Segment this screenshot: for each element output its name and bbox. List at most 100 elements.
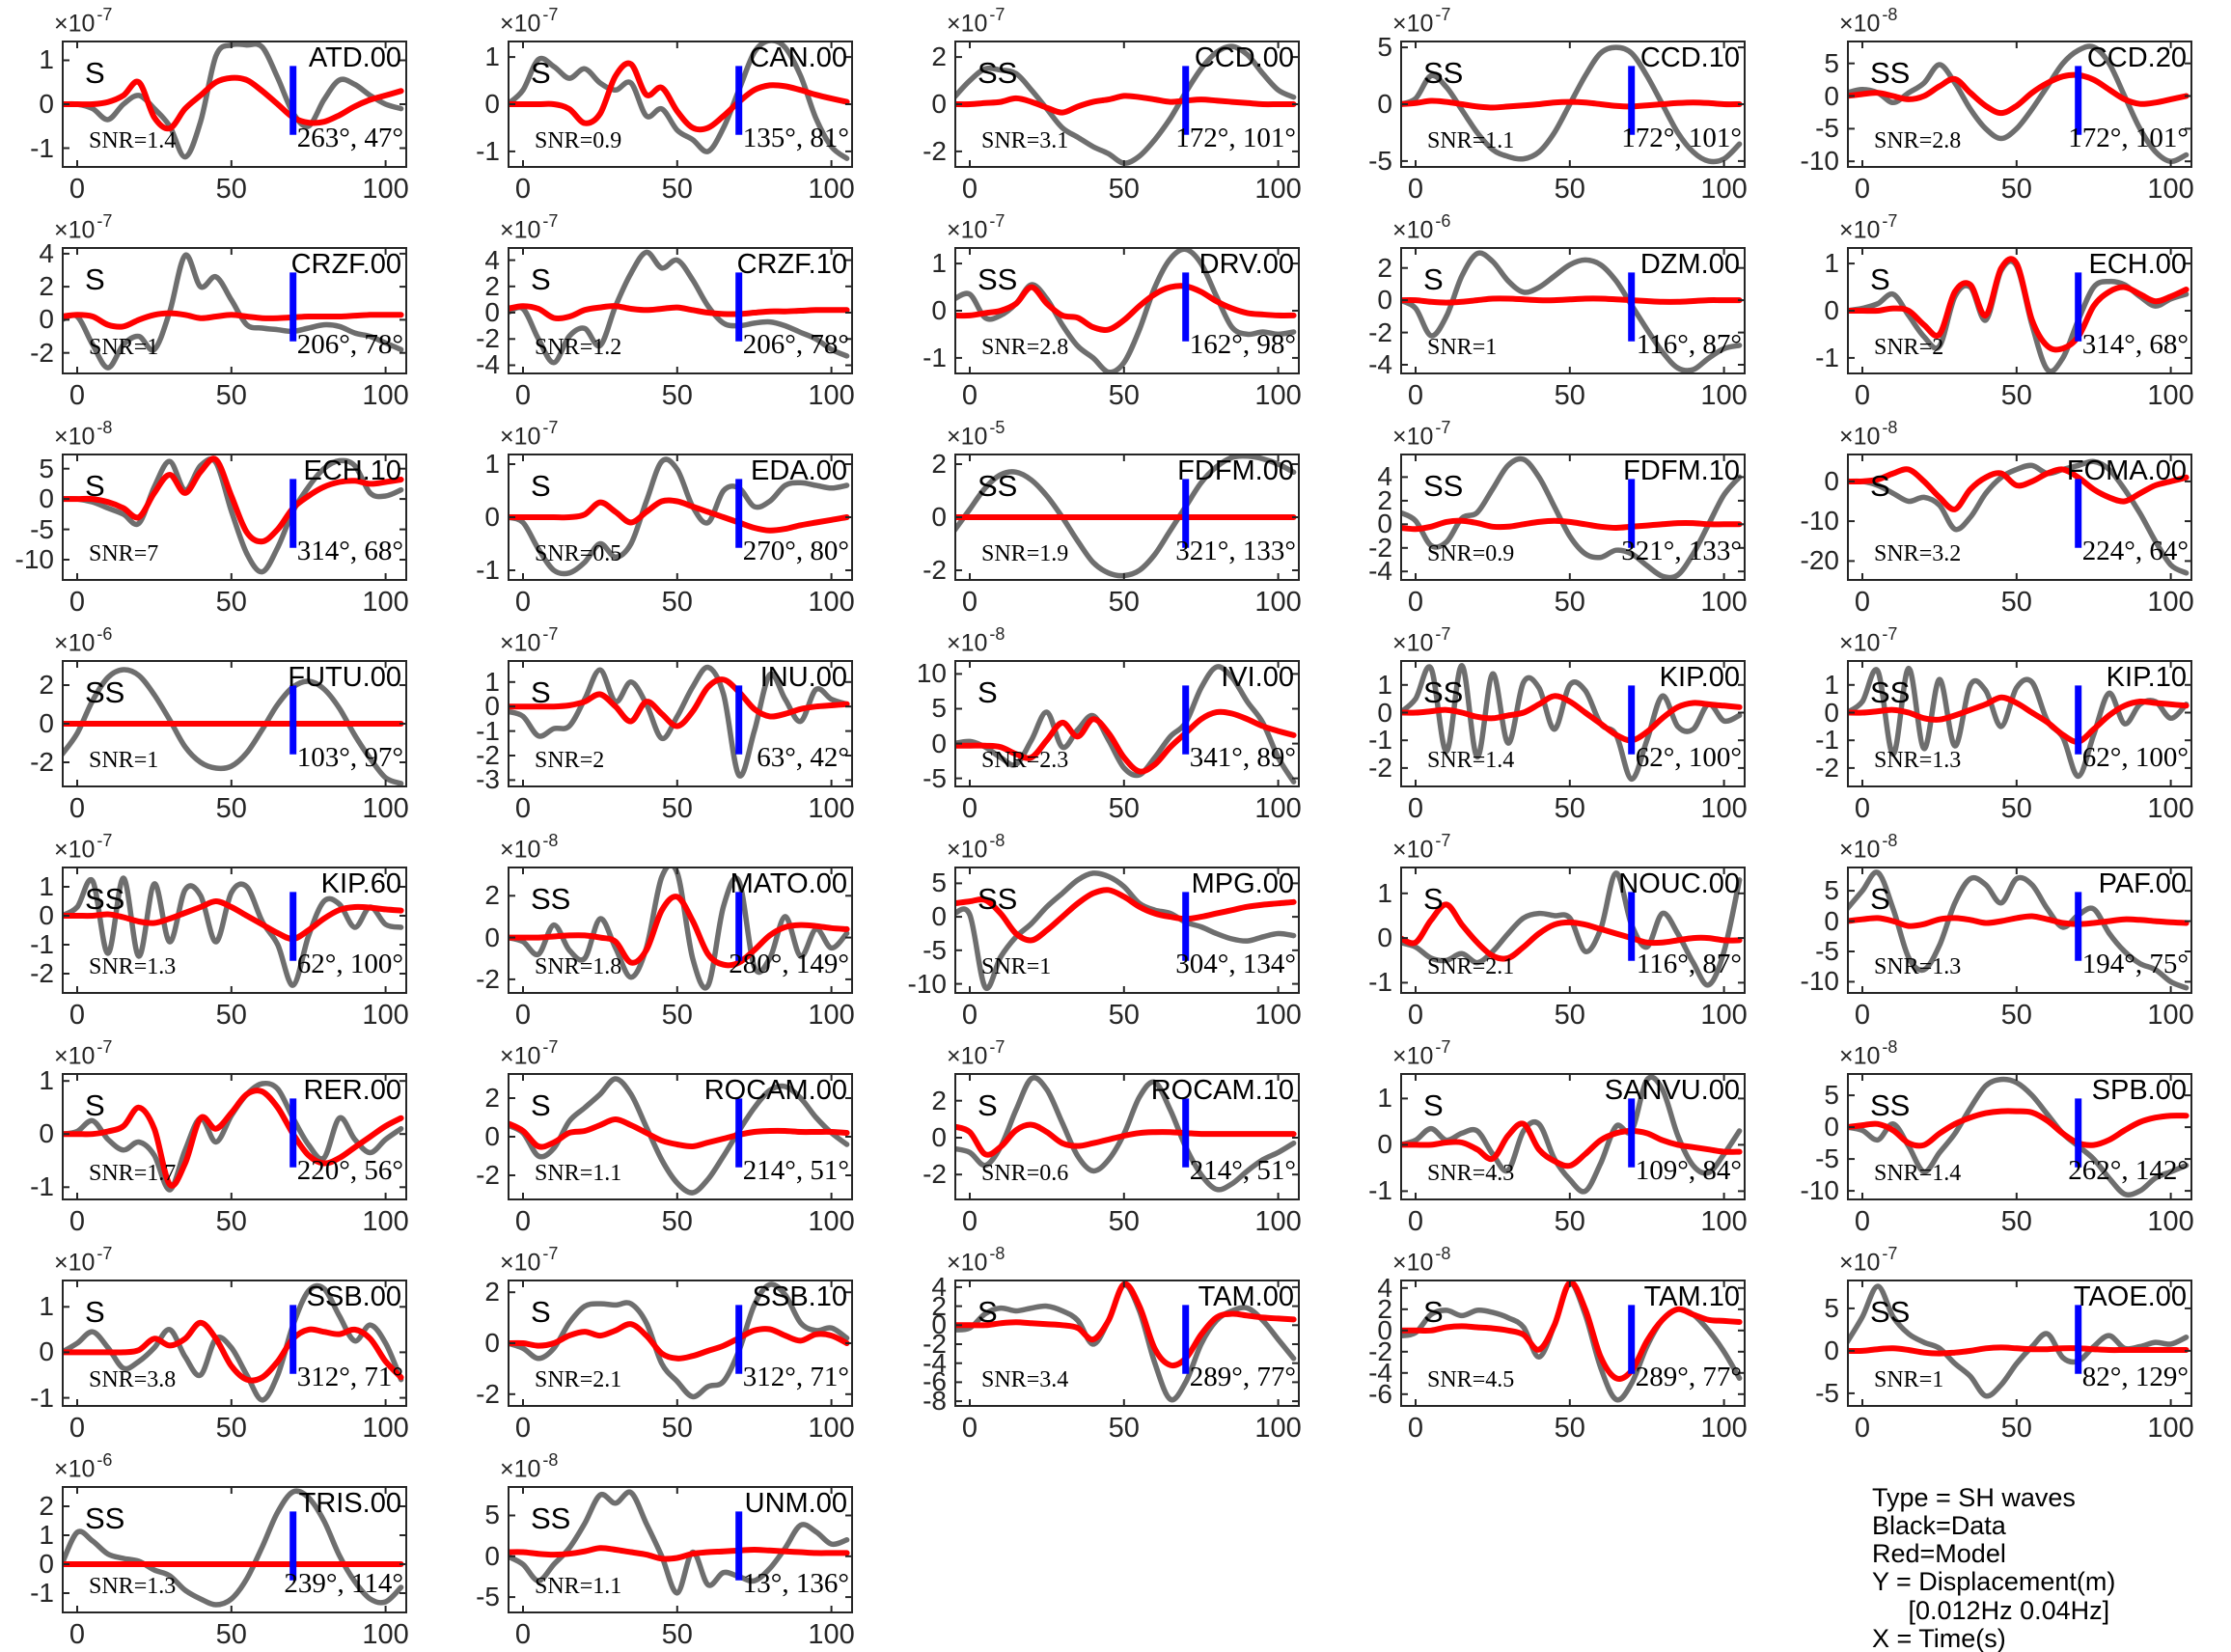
phase-label: SS (1870, 1088, 1911, 1122)
seismogram-panel-TAM.10: ×10 -8 S TAM.10 SNR=4.5 289°, 77° 4 2 0 -2 -4… (1338, 1239, 1784, 1446)
y-scale-exponent: ×10 -7 (1392, 831, 1451, 864)
y-tick-label: -2 (30, 958, 54, 988)
y-tick-label: 5 (931, 693, 947, 724)
seismogram-panel-ECH.10: ×10 -8 S ECH.10 SNR=7 314°, 68° 5 0 -5 -10 0 5… (0, 413, 446, 620)
y-tick-label: 0 (1377, 1314, 1392, 1345)
y-tick-label: -2 (1368, 532, 1392, 563)
plot-area (1847, 1073, 2192, 1200)
y-scale-exponent: ×10 -8 (500, 831, 559, 864)
station-label: PAF.00 (2098, 868, 2187, 899)
seismogram-panel-SPB.00: ×10 -8 SS SPB.00 SNR=1.4 262°, 142° 5 0 -5-… (1785, 1032, 2231, 1239)
model-trace (64, 310, 404, 330)
x-tick-label: 100 (362, 1413, 409, 1444)
axes-frame (62, 1073, 407, 1200)
station-label: FOMA.00 (2066, 455, 2187, 486)
x-tick-label: 50 (215, 587, 247, 618)
snr-label: SNR=0.9 (1427, 541, 1515, 566)
y-tick-label: 2 (484, 1277, 500, 1308)
plot-area (508, 41, 853, 168)
model-trace (64, 1088, 404, 1189)
azimuth-distance-label: 206°, 78° (742, 329, 849, 360)
x-tick-label: 50 (661, 793, 693, 824)
azimuth-distance-label: 270°, 80° (742, 536, 849, 566)
model-trace (64, 455, 404, 545)
station-label: ROCAM.10 (1150, 1075, 1294, 1106)
y-tick-label: -5 (923, 934, 947, 965)
phase-label: SS (978, 262, 1018, 296)
phase-label: S (531, 56, 551, 90)
plot-area (62, 660, 407, 787)
azimuth-distance-label: 214°, 51° (742, 1155, 849, 1186)
x-tick-label: 100 (362, 1206, 409, 1237)
y-tick-label: -5 (1815, 1143, 1839, 1174)
snr-label: SNR=1.4 (89, 128, 177, 153)
x-tick-label: 100 (2147, 587, 2194, 618)
phase-label: SS (1423, 675, 1464, 709)
y-tick-label: 1 (1377, 877, 1392, 908)
y-tick-label: -5 (1815, 1377, 1839, 1408)
y-tick-label: 4 (1377, 1272, 1392, 1303)
y-scale-exponent: ×10 -7 (1839, 624, 1898, 657)
seismogram-panel-DZM.00: ×10 -6 S DZM.00 SNR=1 116°, 87° 2 0 -2 -4 0 50… (1338, 206, 1784, 413)
x-tick-label: 50 (2000, 174, 2032, 205)
y-tick-label: 4 (931, 1271, 947, 1302)
legend-line: Red=Model (1872, 1539, 2006, 1569)
snr-label: SNR=1.1 (535, 1574, 622, 1599)
model-trace (510, 1116, 850, 1150)
axes-frame (1847, 1073, 2192, 1200)
x-tick-label: 0 (1854, 1000, 1871, 1031)
snr-label: SNR=0.6 (981, 1161, 1069, 1186)
y-scale-exponent: ×10 -8 (1839, 1037, 1898, 1070)
y-scale-exponent: ×10 -7 (947, 1037, 1005, 1070)
seismogram-panel-IVI.00: ×10 -8 S IVI.00 SNR=2.3 341°, 89° 10 5 0 -5 0… (893, 620, 1338, 826)
plot-area (508, 1486, 853, 1613)
phase-label: S (1423, 1088, 1444, 1122)
x-tick-label: 50 (661, 587, 693, 618)
y-scale-exponent: ×10 -8 (1392, 1244, 1451, 1277)
y-tick-label: -1 (30, 929, 54, 959)
axes-frame (1847, 867, 2192, 994)
plot-area (954, 454, 1300, 581)
axes-frame (62, 247, 407, 374)
y-tick-label: -5 (1815, 936, 1839, 966)
y-tick-label: 0 (484, 297, 500, 328)
x-tick-label: 50 (1554, 793, 1585, 824)
y-tick-label: 0 (484, 1121, 500, 1151)
seismogram-panel-CAN.00: ×10 -7 S CAN.00 SNR=0.9 135°, 81° 1 0 -1 0 50… (446, 0, 892, 206)
plot-area (1400, 247, 1746, 374)
x-tick-label: 50 (1108, 793, 1140, 824)
x-tick-label: 100 (362, 380, 409, 411)
model-trace (1849, 466, 2190, 512)
y-tick-label: 0 (931, 728, 947, 758)
y-tick-label: 0 (39, 1549, 54, 1579)
phase-label: SS (85, 882, 125, 916)
y-scale-exponent: ×10 -7 (500, 211, 559, 244)
y-scale-exponent: ×10 -8 (947, 624, 1005, 657)
y-tick-label: 0 (1824, 905, 1839, 936)
y-tick-label: 10 (916, 658, 947, 689)
y-tick-label: -4 (476, 349, 500, 380)
snr-label: SNR=3.2 (1874, 541, 1962, 566)
y-scale-exponent: ×10 -7 (54, 831, 113, 864)
plot-area (954, 1280, 1300, 1407)
snr-label: SNR=2 (1874, 335, 1944, 360)
x-tick-label: 50 (2000, 793, 2032, 824)
station-label: TAOE.00 (2073, 1281, 2187, 1312)
snr-label: SNR=2.1 (535, 1367, 622, 1392)
y-tick-label: -1 (1368, 967, 1392, 998)
station-label: CRZF.00 (290, 249, 401, 280)
axes-frame (1847, 454, 2192, 581)
phase-label: SS (978, 882, 1018, 916)
model-trace (1402, 901, 1743, 962)
y-tick-label: -1 (1815, 725, 1839, 756)
x-tick-label: 0 (69, 587, 86, 618)
azimuth-distance-label: 289°, 77° (1189, 1362, 1296, 1392)
y-tick-label: 0 (931, 1121, 947, 1152)
y-tick-label: 2 (484, 1083, 500, 1113)
x-tick-label: 100 (1700, 587, 1748, 618)
y-tick-label: -20 (1800, 545, 1839, 576)
snr-label: SNR=7 (89, 541, 159, 566)
seismogram-panel-CRZF.10: ×10 -7 S CRZF.10 SNR=1.2 206°, 78° 4 2 0 -2-… (446, 206, 892, 413)
y-tick-label: 1 (39, 871, 54, 901)
x-tick-label: 0 (1407, 587, 1424, 618)
